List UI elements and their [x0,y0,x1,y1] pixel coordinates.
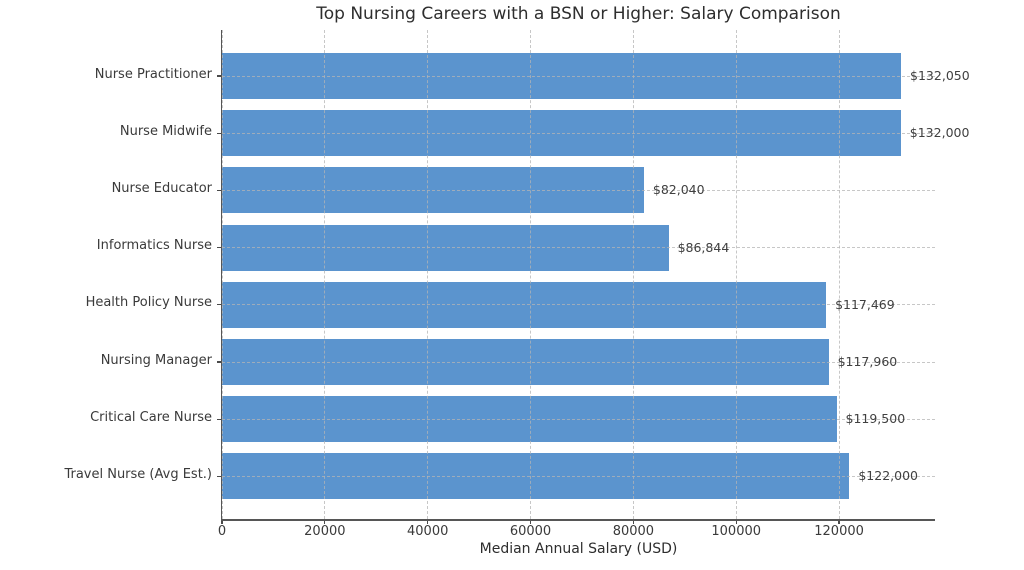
x-tick-mark [324,519,326,524]
bar-value-label: $119,500 [845,411,906,427]
y-tick-label: Critical Care Nurse [90,409,212,425]
x-tick-label: 20000 [304,524,346,539]
bar-value-label: $86,844 [677,239,730,255]
x-tick-label: 0 [217,524,227,539]
x-axis-spine [220,519,935,521]
x-tick-label: 40000 [407,524,449,539]
gridline-vertical [735,30,737,519]
x-axis-label: Median Annual Salary (USD) [479,541,678,557]
gridline-horizontal [222,132,935,134]
x-tick-label: 60000 [509,524,552,539]
x-tick-mark [632,519,634,524]
x-tick-mark [735,519,737,524]
y-tick-mark [217,247,222,249]
bar-value-label: $132,000 [909,125,970,141]
x-tick-mark [221,519,223,524]
chart-title: Top Nursing Careers with a BSN or Higher… [316,4,841,24]
x-tick-label: 120000 [814,524,864,539]
y-tick-mark [217,418,222,420]
gridline-vertical [838,30,840,519]
y-tick-mark [217,132,222,134]
gridline-horizontal [222,304,935,306]
y-tick-mark [217,304,222,306]
x-tick-mark [838,519,840,524]
y-tick-label: Nursing Manager [100,352,212,368]
x-tick-label: 100000 [711,524,762,539]
y-tick-label: Travel Nurse (Avg Est.) [64,466,212,482]
y-tick-mark [217,75,222,77]
y-tick-label: Nurse Educator [111,180,212,196]
bar-value-label: $82,040 [652,182,705,198]
gridline-vertical [427,30,429,519]
y-tick-label: Nurse Midwife [119,123,212,139]
gridline-horizontal [222,361,935,363]
y-tick-label: Nurse Practitioner [94,66,212,82]
y-axis-spine [220,30,222,521]
bar-value-label: $117,469 [835,296,895,312]
y-tick-mark [217,189,222,191]
gridline-horizontal [222,189,935,191]
y-tick-label: Health Policy Nurse [85,295,212,311]
bar-value-label: $122,000 [858,468,919,484]
gridline-vertical [632,30,634,519]
gridline-horizontal [222,475,935,477]
gridline-vertical [324,30,326,519]
bar-value-label: $132,050 [910,68,970,83]
gridline-vertical [530,30,532,519]
y-tick-mark [217,361,222,363]
gridline-vertical [221,30,223,519]
gridline-horizontal [222,418,935,420]
gridline-horizontal [222,247,935,249]
gridline-horizontal [222,75,935,77]
y-tick-mark [217,475,222,477]
x-tick-mark [427,519,429,524]
bar-value-label: $117,960 [837,354,898,369]
x-tick-label: 80000 [612,524,655,539]
x-tick-mark [529,519,532,524]
y-tick-label: Informatics Nurse [96,238,212,254]
